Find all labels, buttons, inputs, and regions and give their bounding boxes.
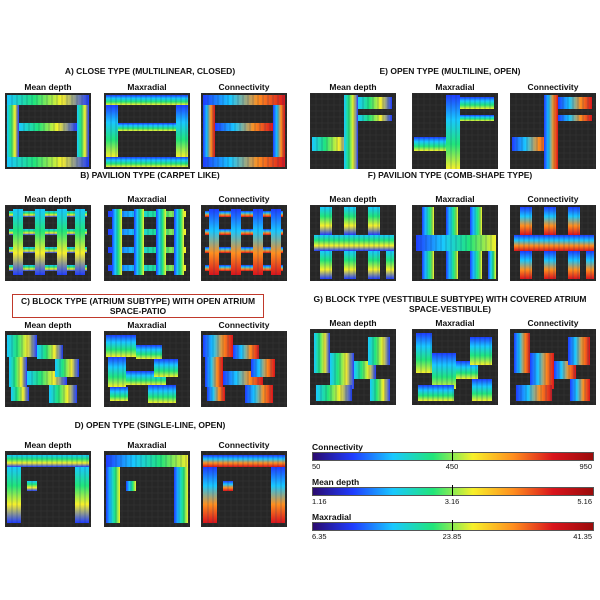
label-g-mean-depth: Mean depth <box>329 318 377 328</box>
label-a-maxradial: Maxradial <box>127 82 167 92</box>
legend-bar-maxradial <box>312 522 594 531</box>
legend-max-mean-depth: 5.16 <box>577 497 592 506</box>
legend-title-mean-depth: Mean depth <box>312 477 360 487</box>
label-b-mean-depth: Mean depth <box>24 194 72 204</box>
label-c-mean-depth: Mean depth <box>24 320 72 330</box>
map-c-mean-depth <box>5 331 91 407</box>
label-f-mean-depth: Mean depth <box>329 194 377 204</box>
label-e-connectivity: Connectivity <box>527 82 579 92</box>
legend-min-maxradial: 6.35 <box>312 532 327 541</box>
map-b-connectivity <box>201 205 287 281</box>
map-g-connectivity <box>510 329 596 405</box>
label-f-maxradial: Maxradial <box>435 194 475 204</box>
map-d-mean-depth <box>5 451 91 527</box>
label-e-maxradial: Maxradial <box>435 82 475 92</box>
legend-mid-connectivity: 450 <box>445 462 459 471</box>
label-c-connectivity: Connectivity <box>218 320 270 330</box>
map-f-connectivity <box>510 205 596 281</box>
legend-title-connectivity: Connectivity <box>312 442 364 452</box>
map-f-maxradial <box>412 205 498 281</box>
section-title-g: G) BLOCK TYPE (VESTTIBULE SUBTYPE) WITH … <box>313 294 587 314</box>
legend-bar-mean-depth <box>312 487 594 496</box>
label-d-mean-depth: Mean depth <box>24 440 72 450</box>
label-c-maxradial: Maxradial <box>127 320 167 330</box>
label-e-mean-depth: Mean depth <box>329 82 377 92</box>
legend-mid-mark-maxradial <box>452 520 453 531</box>
legend-mid-mean-depth: 3.16 <box>444 497 460 506</box>
section-title-c: C) BLOCK TYPE (ATRIUM SUBTYPE) WITH OPEN… <box>12 294 264 318</box>
map-e-mean-depth <box>310 93 396 169</box>
legend-title-maxradial: Maxradial <box>312 512 352 522</box>
map-a-maxradial <box>104 93 190 169</box>
map-g-maxradial <box>412 329 498 405</box>
label-a-connectivity: Connectivity <box>218 82 270 92</box>
label-g-maxradial: Maxradial <box>435 318 475 328</box>
map-a-mean-depth <box>5 93 91 169</box>
label-d-connectivity: Connectivity <box>218 440 270 450</box>
legend-max-maxradial: 41.35 <box>573 532 592 541</box>
label-b-maxradial: Maxradial <box>127 194 167 204</box>
label-g-connectivity: Connectivity <box>527 318 579 328</box>
map-g-mean-depth <box>310 329 396 405</box>
section-title-e: E) OPEN TYPE (MULTILINE, OPEN) <box>379 66 521 76</box>
map-c-maxradial <box>104 331 190 407</box>
section-title-a: A) CLOSE TYPE (MULTILINEAR, CLOSED) <box>64 66 236 76</box>
legend-mid-mark-mean-depth <box>452 485 453 496</box>
map-b-mean-depth <box>5 205 91 281</box>
map-c-connectivity <box>201 331 287 407</box>
label-b-connectivity: Connectivity <box>218 194 270 204</box>
legend-max-connectivity: 950 <box>579 462 592 471</box>
map-e-connectivity <box>510 93 596 169</box>
section-title-f: F) PAVILION TYPE (COMB-SHAPE TYPE) <box>367 170 533 180</box>
map-b-maxradial <box>104 205 190 281</box>
map-d-maxradial <box>104 451 190 527</box>
map-e-maxradial <box>412 93 498 169</box>
section-title-b: B) PAVILION TYPE (CARPET LIKE) <box>80 170 220 180</box>
map-f-mean-depth <box>310 205 396 281</box>
label-f-connectivity: Connectivity <box>527 194 579 204</box>
legend-mid-maxradial: 23.85 <box>442 532 462 541</box>
label-d-maxradial: Maxradial <box>127 440 167 450</box>
map-d-connectivity <box>201 451 287 527</box>
legend-mid-mark-connectivity <box>452 450 453 461</box>
legend-min-mean-depth: 1.16 <box>312 497 327 506</box>
legend-min-connectivity: 50 <box>312 462 321 471</box>
map-a-connectivity <box>201 93 287 169</box>
label-a-mean-depth: Mean depth <box>24 82 72 92</box>
legend-bar-connectivity <box>312 452 594 461</box>
section-title-d: D) OPEN TYPE (SINGLE-LINE, OPEN) <box>74 420 226 430</box>
